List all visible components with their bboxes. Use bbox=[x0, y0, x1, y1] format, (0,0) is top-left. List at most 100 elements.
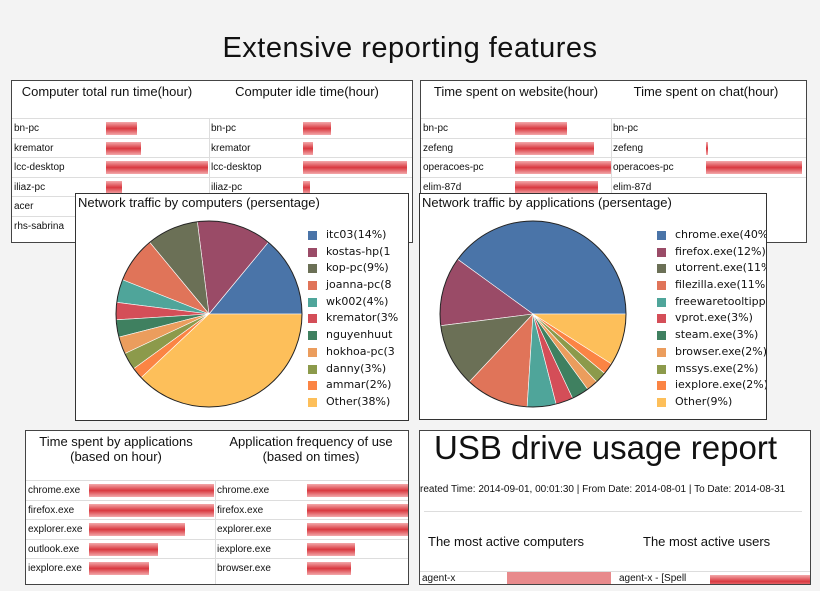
bar bbox=[89, 503, 214, 517]
column-divider bbox=[215, 480, 216, 584]
right-column-title: Time spent on chat(hour) bbox=[633, 84, 779, 99]
row-label: iliaz-pc bbox=[211, 181, 243, 193]
row-label: chrome.exe bbox=[217, 485, 270, 496]
left-column-title: Computer total run time(hour) bbox=[21, 84, 193, 99]
legend-swatch bbox=[308, 347, 317, 357]
row-label: operacoes-pc bbox=[423, 162, 484, 173]
legend-label: hokhoa-pc(3 bbox=[326, 344, 395, 358]
legend-item: filezilla.exe(11%) bbox=[657, 278, 767, 295]
bar bbox=[515, 180, 598, 194]
row-label: chrome.exe bbox=[28, 485, 81, 496]
pie-outline bbox=[115, 220, 303, 408]
row-label: operacoes-pc bbox=[613, 162, 674, 173]
row-label: explorer.exe bbox=[28, 524, 83, 535]
row-label: firefox.exe bbox=[28, 504, 75, 516]
legend-swatch bbox=[657, 397, 666, 407]
table-row: explorer.exe bbox=[215, 519, 408, 538]
legend-item: itc03(14%) bbox=[308, 228, 398, 245]
legend-item: steam.exe(3%) bbox=[657, 328, 766, 345]
bar bbox=[89, 523, 186, 536]
pie-chart bbox=[439, 220, 627, 408]
table-row: chrome.exe bbox=[215, 480, 408, 499]
legend-label: nguyenhuut bbox=[326, 328, 393, 342]
pie-chart bbox=[115, 220, 303, 408]
legend-label: utorrent.exe(11% bbox=[675, 261, 767, 275]
bar bbox=[307, 562, 352, 575]
legend-label: filezilla.exe(11%) bbox=[675, 278, 767, 292]
table-row: explorer.exe bbox=[26, 519, 215, 538]
row-label: bn-pc bbox=[211, 123, 237, 134]
legend-label: iexplore.exe(2%) bbox=[675, 378, 767, 392]
legend-swatch bbox=[308, 247, 317, 257]
table-row: iexplore.exe bbox=[215, 538, 408, 558]
legend-item: utorrent.exe(11% bbox=[657, 261, 767, 278]
application-usage-report: Time spent by applications (based on hou… bbox=[25, 430, 409, 585]
bar bbox=[710, 575, 810, 584]
legend-label: Other(38%) bbox=[326, 394, 391, 408]
pie-outline bbox=[439, 220, 627, 408]
legend-label: kostas-hp(1 bbox=[326, 244, 391, 258]
table-row: bn-pc bbox=[209, 118, 412, 137]
bar bbox=[303, 141, 314, 155]
row-label: zefeng bbox=[613, 142, 644, 154]
bar bbox=[89, 562, 149, 575]
legend-swatch bbox=[308, 381, 317, 391]
bar bbox=[515, 122, 567, 135]
right-column-title: Application frequency of use (based on t… bbox=[229, 434, 393, 464]
bar bbox=[106, 122, 137, 135]
table-row: bn-pc bbox=[611, 118, 806, 137]
legend-label: browser.exe(2%) bbox=[675, 344, 767, 358]
most-active-users-heading: The most active users bbox=[643, 534, 771, 549]
legend-swatch bbox=[657, 364, 666, 374]
legend-label: kop-pc(9%) bbox=[326, 261, 389, 275]
legend-label: danny(3%) bbox=[326, 361, 387, 375]
legend-swatch bbox=[657, 247, 666, 257]
legend-label: Other(9%) bbox=[675, 394, 733, 408]
table-row: operacoes-pc bbox=[611, 157, 806, 176]
legend-swatch bbox=[308, 264, 317, 274]
row-label: kremator bbox=[211, 142, 251, 154]
row-label: rhs-sabrina bbox=[14, 220, 65, 232]
legend-swatch bbox=[657, 297, 666, 307]
table-row: operacoes-pc bbox=[421, 157, 611, 176]
legend: chrome.exe(40% firefox.exe(12%) utorrent.e… bbox=[657, 228, 767, 412]
bar bbox=[307, 484, 408, 497]
bar bbox=[89, 542, 158, 556]
legend-label: freewaretooltippı bbox=[675, 294, 767, 308]
table-row: iexplore.exe bbox=[26, 558, 215, 577]
legend-item: kop-pc(9%) bbox=[308, 261, 398, 278]
table-row: bn-pc bbox=[421, 118, 611, 137]
row-label: iexplore.exe bbox=[217, 543, 271, 555]
table-row: iliaz-pc bbox=[12, 176, 209, 196]
legend-swatch bbox=[308, 364, 317, 374]
table-row: firefox.exe bbox=[26, 499, 215, 519]
legend-item: kremator(3% bbox=[308, 311, 398, 328]
column-divider bbox=[611, 118, 612, 242]
bar bbox=[303, 161, 407, 174]
bar bbox=[303, 180, 311, 194]
bar bbox=[303, 122, 332, 135]
chart-title: Network traffic by computers (persentage… bbox=[78, 195, 320, 210]
legend-item: hokhoa-pc(3 bbox=[308, 345, 398, 362]
legend-swatch bbox=[308, 231, 317, 240]
row-label: kremator bbox=[14, 142, 54, 154]
row-label: elim-87d bbox=[423, 181, 462, 193]
legend-swatch bbox=[308, 297, 317, 307]
legend-label: itc03(14%) bbox=[326, 228, 387, 241]
table-row: outlook.exe bbox=[26, 538, 215, 558]
legend-item: freewaretooltippı bbox=[657, 294, 767, 312]
row-label: iexplore.exe bbox=[28, 563, 82, 574]
legend-item: joanna-pc(8 bbox=[308, 278, 398, 295]
row-label: lcc-desktop bbox=[211, 162, 262, 173]
row-label: acer bbox=[14, 201, 34, 212]
bar bbox=[706, 141, 708, 155]
bar bbox=[89, 484, 214, 497]
legend-label: wk002(4%) bbox=[326, 294, 389, 308]
row-label: outlook.exe bbox=[28, 543, 80, 555]
table-row: agent-x agent-x - [Spell bbox=[420, 571, 810, 584]
column-divider bbox=[209, 118, 210, 242]
legend-item: firefox.exe(12%) bbox=[657, 245, 766, 262]
row-label: explorer.exe bbox=[217, 524, 272, 535]
usb-report-meta: reated Time: 2014-09-01, 00:01:30 | From… bbox=[420, 484, 786, 495]
legend-label: ammar(2%) bbox=[326, 378, 392, 392]
